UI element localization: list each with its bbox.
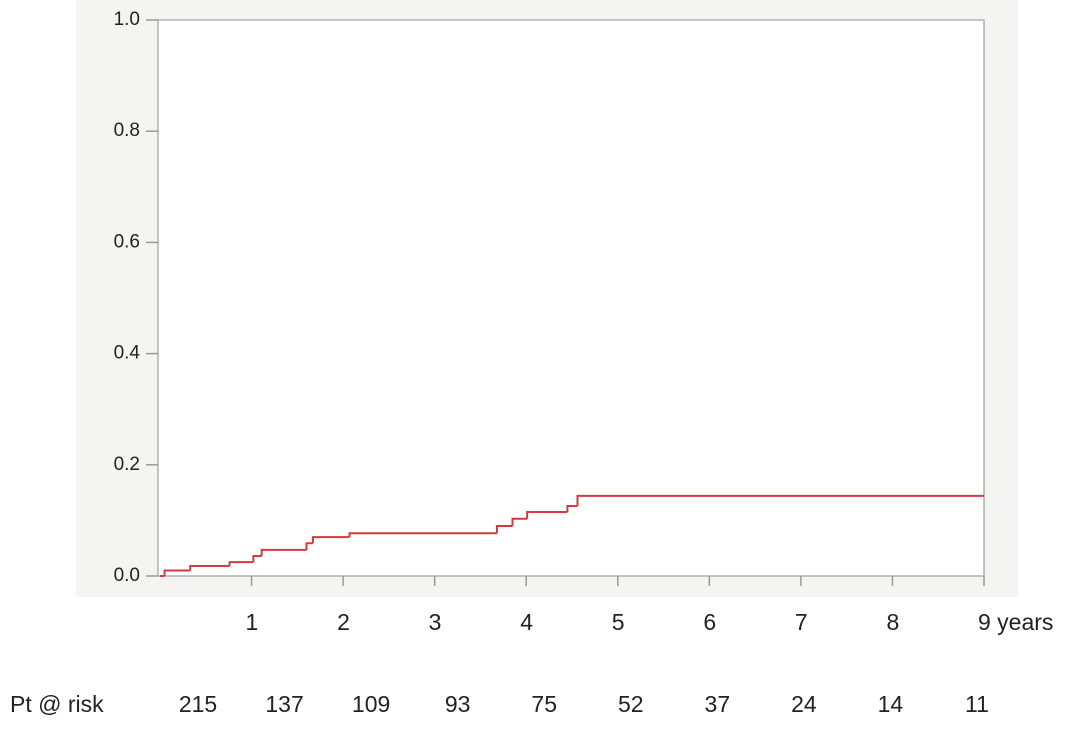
step-segment <box>260 548 307 556</box>
x-tick-label: 8 <box>886 609 899 635</box>
risk-count: 75 <box>531 691 557 717</box>
x-tick-label: 1 <box>246 609 259 635</box>
risk-count: 24 <box>791 691 817 717</box>
step-segment <box>511 517 528 526</box>
step-segment <box>163 569 191 576</box>
x-tick-label: 4 <box>520 609 533 635</box>
step-segment <box>576 494 984 506</box>
y-tick-label: 0.6 <box>114 231 140 252</box>
risk-count: 14 <box>878 691 904 717</box>
x-tick-label: 5 <box>612 609 625 635</box>
y-tick-label: 0.0 <box>114 565 140 586</box>
y-tick-label: 0.4 <box>114 343 141 364</box>
step-segment <box>348 532 497 538</box>
step-segment <box>305 542 313 550</box>
risk-count: 137 <box>265 691 303 717</box>
y-tick-label: 0.2 <box>114 454 140 475</box>
risk-count: 109 <box>352 691 390 717</box>
step-segment <box>311 536 350 544</box>
x-tick-label: 2 <box>337 609 350 635</box>
x-tick-label: 6 <box>703 609 716 635</box>
risk-count: 37 <box>705 691 731 717</box>
y-tick-label: 1.0 <box>114 9 140 30</box>
risk-count: 52 <box>618 691 644 717</box>
y-tick-label: 0.8 <box>114 120 140 141</box>
step-segment <box>189 564 230 571</box>
step-segment <box>526 511 568 519</box>
x-tick-label: 9 years <box>978 609 1053 635</box>
step-segment <box>228 561 254 566</box>
risk-count: 215 <box>179 691 217 717</box>
risk-count: 11 <box>965 691 989 717</box>
risk-label: Pt @ risk <box>10 691 104 717</box>
step-segment <box>252 554 262 563</box>
risk-count: 93 <box>445 691 471 717</box>
step-segment <box>566 504 578 513</box>
step-segment <box>495 524 513 534</box>
x-tick-label: 7 <box>795 609 808 635</box>
x-tick-label: 3 <box>429 609 442 635</box>
plot-area <box>157 19 985 577</box>
